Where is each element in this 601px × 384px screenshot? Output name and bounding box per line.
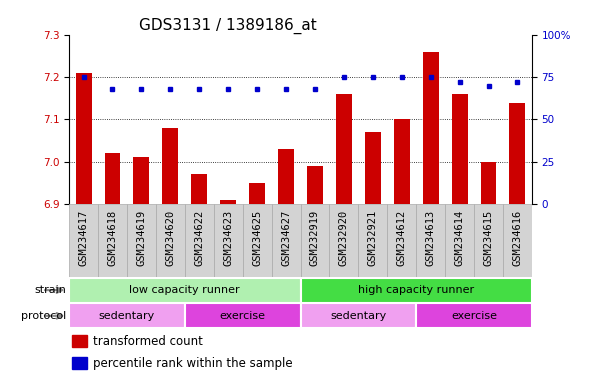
Text: sedentary: sedentary	[99, 311, 155, 321]
Bar	[243, 35, 272, 204]
Bar	[76, 73, 91, 204]
Text: GSM234615: GSM234615	[483, 210, 493, 266]
Bar	[214, 204, 243, 277]
Bar	[416, 35, 445, 204]
Bar	[365, 132, 381, 204]
Bar	[69, 278, 300, 303]
Bar	[474, 35, 503, 204]
Bar	[127, 204, 156, 277]
Text: GSM234613: GSM234613	[426, 210, 436, 266]
Text: GSM232921: GSM232921	[368, 210, 378, 266]
Bar	[278, 149, 294, 204]
Bar	[445, 204, 474, 277]
Bar	[272, 35, 300, 204]
Text: GDS3131 / 1389186_at: GDS3131 / 1389186_at	[139, 17, 316, 33]
Bar	[358, 35, 387, 204]
Text: GSM234614: GSM234614	[454, 210, 465, 266]
Bar	[394, 119, 410, 204]
Bar	[481, 162, 496, 204]
Bar	[185, 303, 300, 328]
Bar	[127, 35, 156, 204]
Bar	[69, 204, 98, 277]
Bar	[307, 166, 323, 204]
Bar	[156, 204, 185, 277]
Text: GSM234619: GSM234619	[136, 210, 147, 266]
Bar	[329, 204, 358, 277]
Text: GSM234612: GSM234612	[397, 210, 407, 266]
Bar	[156, 35, 185, 204]
Bar	[387, 204, 416, 277]
Text: GSM232919: GSM232919	[310, 210, 320, 266]
Bar	[445, 35, 474, 204]
Text: GSM234623: GSM234623	[223, 210, 233, 266]
Bar	[416, 204, 445, 277]
Text: GSM234620: GSM234620	[165, 210, 175, 266]
Bar	[387, 35, 416, 204]
Bar	[300, 303, 416, 328]
Text: transformed count: transformed count	[93, 335, 203, 348]
Text: strain: strain	[34, 285, 66, 295]
Text: GSM234625: GSM234625	[252, 210, 262, 266]
Text: GSM232920: GSM232920	[339, 210, 349, 266]
Bar	[451, 94, 468, 204]
Bar	[300, 204, 329, 277]
Bar	[510, 103, 525, 204]
Bar	[416, 303, 532, 328]
Text: GSM234617: GSM234617	[79, 210, 88, 266]
Bar	[249, 183, 265, 204]
Bar	[474, 204, 503, 277]
Bar	[503, 204, 532, 277]
Bar	[272, 204, 300, 277]
Text: exercise: exercise	[219, 311, 266, 321]
Text: GSM234618: GSM234618	[108, 210, 118, 266]
Text: sedentary: sedentary	[330, 311, 386, 321]
Bar	[300, 278, 532, 303]
Bar	[329, 35, 358, 204]
Bar	[72, 335, 87, 347]
Bar	[185, 204, 214, 277]
Bar	[214, 35, 243, 204]
Bar	[185, 35, 214, 204]
Bar	[336, 94, 352, 204]
Bar	[98, 35, 127, 204]
Bar	[300, 35, 329, 204]
Text: low capacity runner: low capacity runner	[129, 285, 240, 295]
Bar	[133, 157, 150, 204]
Bar	[72, 357, 87, 369]
Bar	[423, 52, 439, 204]
Bar	[162, 128, 178, 204]
Bar	[220, 200, 236, 204]
Text: GSM234622: GSM234622	[194, 210, 204, 266]
Text: high capacity runner: high capacity runner	[358, 285, 474, 295]
Bar	[69, 303, 185, 328]
Text: exercise: exercise	[451, 311, 497, 321]
Bar	[358, 204, 387, 277]
Bar	[243, 204, 272, 277]
Text: GSM234627: GSM234627	[281, 210, 291, 266]
Text: protocol: protocol	[21, 311, 66, 321]
Text: GSM234616: GSM234616	[513, 210, 522, 266]
Bar	[98, 204, 127, 277]
Bar	[191, 174, 207, 204]
Bar	[69, 35, 98, 204]
Text: percentile rank within the sample: percentile rank within the sample	[93, 357, 293, 370]
Bar	[105, 153, 120, 204]
Bar	[503, 35, 532, 204]
